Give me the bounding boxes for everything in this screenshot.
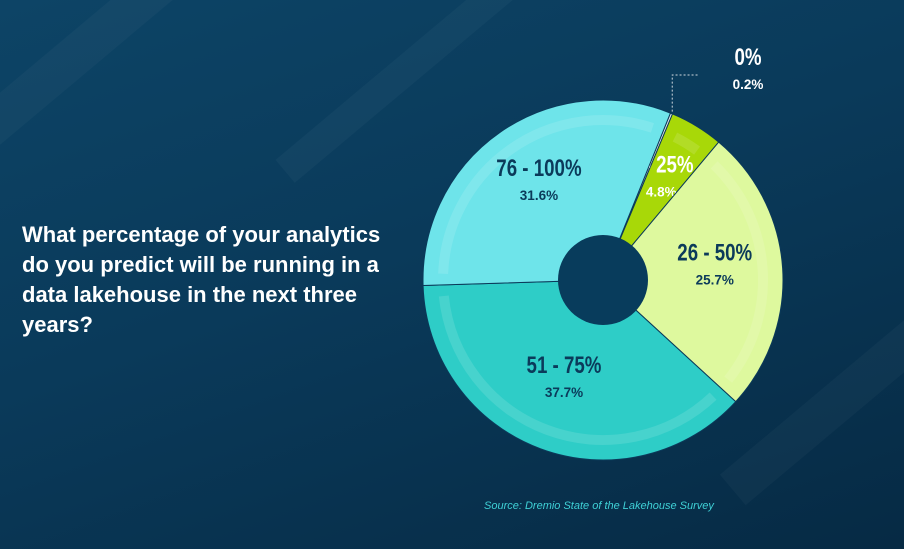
value-label: 4.8% [646, 184, 677, 199]
category-label: 76 - 100% [496, 155, 581, 182]
slice-26-50 [602, 141, 784, 403]
donut-hole [558, 235, 648, 325]
value-label: 37.7% [545, 385, 583, 400]
value-label: 31.6% [520, 188, 558, 203]
slice-51-75 [422, 279, 737, 461]
callout-line [671, 74, 698, 112]
slice-highlight [438, 295, 717, 445]
category-label: 51 - 75% [527, 352, 602, 379]
slice-highlight [672, 132, 700, 155]
source-note: Source: Dremio State of the Lakehouse Su… [484, 500, 714, 512]
category-label: 26 - 50% [677, 240, 752, 267]
value-label: 25.7% [696, 273, 734, 288]
survey-question: What percentage of your analytics do you… [22, 222, 381, 337]
value-label: 0.2% [733, 77, 764, 92]
slice-highlight [710, 161, 768, 383]
slice-highlight [438, 115, 654, 274]
category-label: 0% [734, 44, 761, 71]
